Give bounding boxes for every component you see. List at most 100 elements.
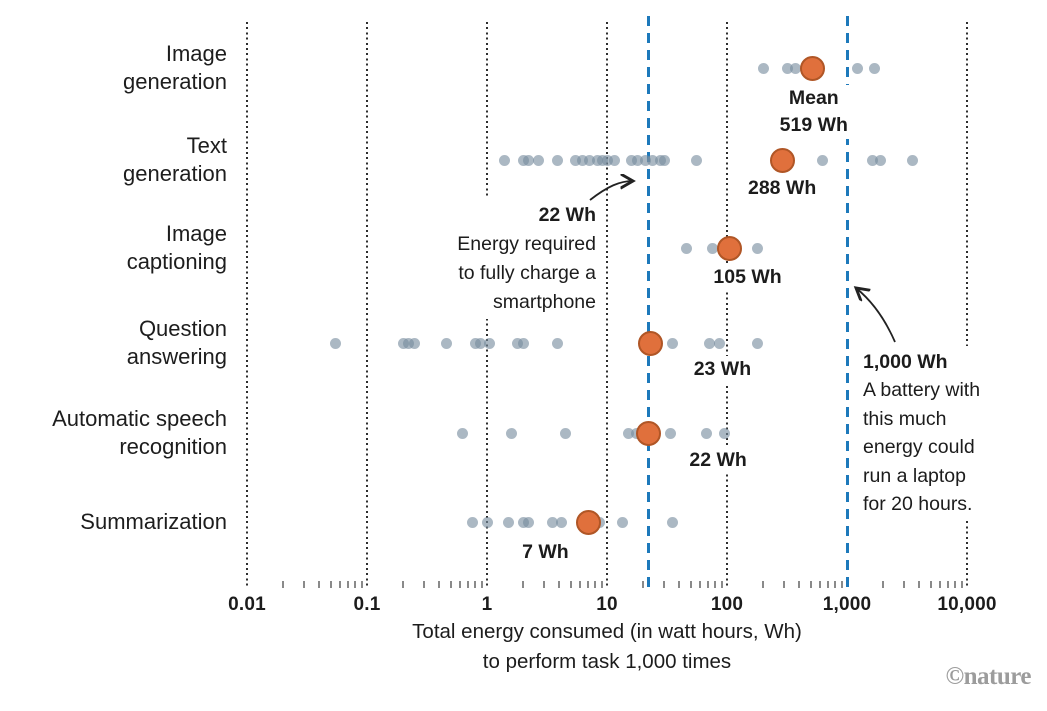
data-point: [474, 337, 486, 349]
annotation-line: 1,000 Wh: [863, 351, 948, 373]
data-point: [517, 337, 529, 349]
data-point: [666, 337, 678, 349]
axis-tick-label: 100: [710, 594, 744, 615]
axis-minor-tick: [474, 581, 477, 588]
mean-value-label-line: Mean: [788, 87, 839, 109]
annotation-arrow-laptop: [856, 288, 896, 343]
data-point: [559, 427, 571, 439]
axis-minor-tick: [929, 581, 932, 588]
axis-minor-tick: [438, 581, 441, 588]
data-point: [601, 154, 613, 166]
axis-tick-label: 0.1: [353, 594, 381, 615]
axis-minor-tick: [543, 581, 546, 588]
data-point: [757, 62, 769, 74]
axis-minor-tick: [827, 581, 830, 588]
axis-minor-tick: [423, 581, 426, 588]
data-point: [441, 337, 453, 349]
axis-minor-tick: [558, 581, 561, 588]
gridline-10000: [966, 22, 968, 588]
mean-value-label-line: 22 Wh: [689, 449, 747, 471]
mean-value-label-line: 7 Wh: [522, 541, 569, 563]
data-point: [789, 62, 801, 74]
category-label-line: Image: [165, 221, 227, 246]
data-point: [782, 62, 794, 74]
data-point: [546, 516, 558, 528]
category-label: Text generation: [0, 132, 227, 188]
data-point: [481, 516, 493, 528]
category-label-line: recognition: [119, 434, 227, 459]
axis-minor-tick: [960, 581, 963, 588]
axis-minor-tick: [918, 581, 921, 588]
annotation-line: this much: [863, 407, 947, 430]
data-point: [719, 427, 731, 439]
axis-minor-tick: [678, 581, 681, 588]
data-point: [666, 516, 678, 528]
data-point: [704, 337, 716, 349]
data-point: [852, 62, 864, 74]
mean-point: [575, 509, 601, 535]
data-point: [869, 62, 881, 74]
reference-line-smartphone: [646, 16, 650, 588]
data-point: [617, 516, 629, 528]
data-point: [402, 337, 414, 349]
axis-minor-tick: [798, 581, 801, 588]
data-point: [576, 154, 588, 166]
data-point: [640, 154, 652, 166]
mean-point: [635, 420, 661, 446]
axis-minor-tick: [600, 581, 603, 588]
category-label: Automatic speech recognition: [0, 405, 227, 461]
data-point: [552, 154, 564, 166]
data-point: [647, 154, 659, 166]
axis-minor-tick: [809, 581, 812, 588]
mean-value-label: Mean 519 Wh: [776, 85, 851, 139]
axis-minor-tick: [449, 581, 452, 588]
axis-minor-tick: [329, 581, 332, 588]
category-label-line: generation: [123, 69, 227, 94]
axis-minor-tick: [318, 581, 321, 588]
mean-point: [769, 147, 795, 173]
mean-value-label: 23 Wh: [690, 356, 755, 383]
axis-minor-tick: [689, 581, 692, 588]
data-point: [570, 154, 582, 166]
axis-minor-tick: [663, 581, 666, 588]
category-label: Summarization: [0, 508, 227, 536]
axis-minor-tick: [339, 581, 342, 588]
axis-minor-tick: [707, 581, 710, 588]
mean-value-label: 288 Wh: [744, 175, 820, 202]
gridline-0.1: [366, 22, 368, 588]
data-point: [522, 516, 534, 528]
axis-tick-label: 1,000: [822, 594, 872, 615]
axis-minor-tick: [402, 581, 405, 588]
data-point: [622, 427, 634, 439]
data-point: [706, 242, 718, 254]
axis-minor-tick: [762, 581, 765, 588]
annotation-line: run a laptop: [863, 464, 966, 487]
data-point: [752, 337, 764, 349]
axis-minor-tick: [579, 581, 582, 588]
data-point: [874, 154, 886, 166]
data-point: [714, 337, 726, 349]
annotation-line: energy could: [863, 436, 975, 459]
axis-minor-tick: [840, 581, 843, 588]
axis-minor-tick: [720, 581, 723, 588]
axis-minor-tick: [282, 581, 285, 588]
data-point: [665, 427, 677, 439]
data-point: [467, 516, 479, 528]
data-point: [499, 154, 511, 166]
annotation-line: for 20 hours.: [863, 493, 973, 516]
data-point: [906, 154, 918, 166]
data-point: [816, 154, 828, 166]
annotation-smartphone: 22 Wh Energy required to fully charge a sma…: [453, 199, 600, 319]
data-point: [552, 337, 564, 349]
category-label-line: captioning: [126, 249, 227, 274]
mean-value-label: 105 Wh: [710, 264, 785, 291]
axis-minor-tick: [882, 581, 885, 588]
category-label-line: Text: [186, 133, 227, 158]
mean-value-label: 22 Wh: [686, 447, 750, 474]
x-axis-title-line2: to perform task 1,000 times: [482, 650, 732, 673]
annotation-line: Energy required: [457, 233, 596, 255]
annotation-line: 22 Wh: [538, 204, 596, 226]
mean-value-label: 7 Wh: [519, 539, 572, 566]
category-label-line: Summarization: [80, 509, 227, 534]
